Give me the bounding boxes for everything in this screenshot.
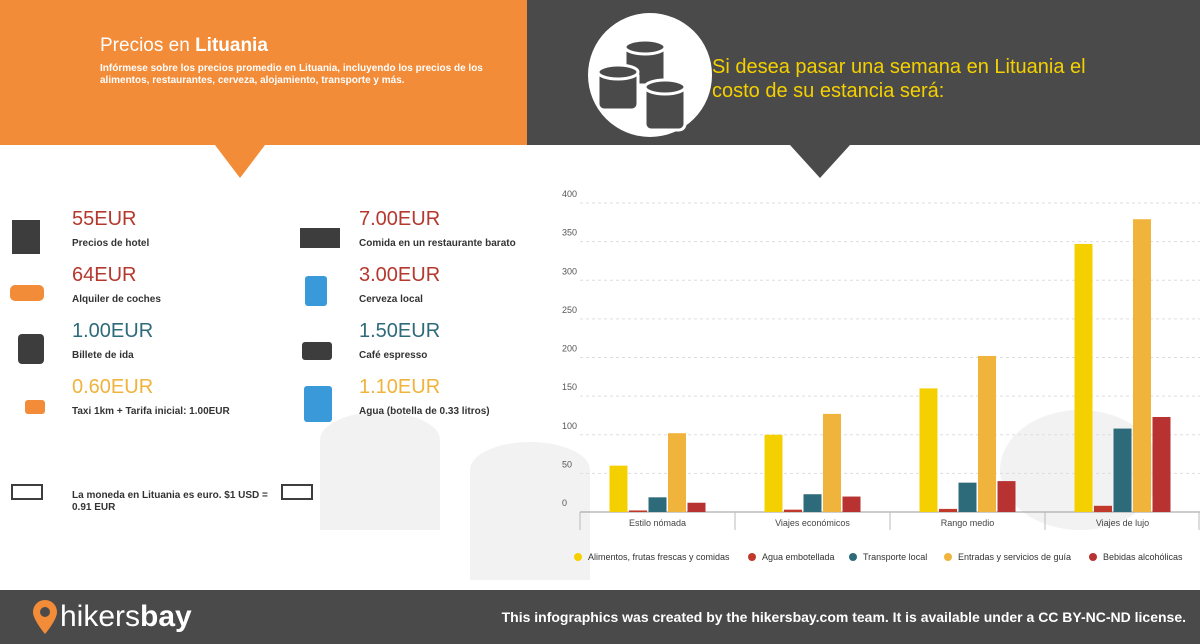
bar xyxy=(842,496,861,512)
icons xyxy=(10,220,340,500)
bar xyxy=(919,388,938,512)
money-icon xyxy=(281,484,313,500)
price-label: Alquiler de coches xyxy=(72,294,161,305)
y-tick-label: 50 xyxy=(562,459,572,469)
bar xyxy=(803,494,822,512)
y-tick-label: 150 xyxy=(562,382,577,392)
hotel-icon xyxy=(12,220,40,254)
price-value: 0.60EUR xyxy=(72,376,154,398)
header-arrow xyxy=(790,145,850,178)
water-icon xyxy=(304,386,332,422)
y-tick-label: 250 xyxy=(562,305,577,315)
legend-marker xyxy=(574,553,582,561)
legend-label: Agua embotellada xyxy=(762,552,835,562)
legend-label: Transporte local xyxy=(863,552,927,562)
legend-label: Alimentos, frutas frescas y comidas xyxy=(588,552,730,562)
price-value: 1.00EUR xyxy=(72,320,154,342)
y-tick-label: 0 xyxy=(562,498,567,508)
legend-label: Entradas y servicios de guía xyxy=(958,552,1071,562)
y-tick-label: 300 xyxy=(562,266,577,276)
bar xyxy=(1113,428,1132,512)
header-left-bg xyxy=(0,0,527,145)
bar xyxy=(997,481,1016,512)
title-country: Lituania xyxy=(195,35,268,56)
logo-bold: bay xyxy=(140,600,192,633)
y-tick-label: 350 xyxy=(562,228,577,238)
license: This infographics was created by the hik… xyxy=(502,609,1186,625)
legend-marker xyxy=(1089,553,1097,561)
bar xyxy=(1152,416,1171,512)
price-value: 7.00EUR xyxy=(359,208,441,230)
x-tick-label: Viajes económicos xyxy=(775,518,850,528)
bar xyxy=(764,434,783,512)
description: Infórmese sobre los precios promedio en … xyxy=(100,63,483,86)
bar xyxy=(1133,219,1151,512)
y-tick-label: 200 xyxy=(562,344,577,354)
bar xyxy=(668,433,686,512)
money-icon xyxy=(11,484,43,500)
bar xyxy=(648,497,667,512)
bar xyxy=(629,510,647,512)
logo-text: hikersbay xyxy=(60,600,192,633)
bus-icon xyxy=(18,334,44,364)
bar xyxy=(1074,243,1093,512)
legend-label: Bebidas alcohólicas xyxy=(1103,552,1183,562)
footer-bg xyxy=(0,590,1200,644)
price-value: 3.00EUR xyxy=(359,264,441,286)
header-arrow xyxy=(215,145,265,178)
logo-light: hikers xyxy=(60,600,140,633)
coffee-icon xyxy=(302,342,332,360)
price-label: Café espresso xyxy=(359,350,428,361)
bar xyxy=(784,509,802,512)
logo-pin-hole xyxy=(40,607,50,617)
bar xyxy=(1094,505,1112,512)
restaurant-icon xyxy=(300,228,340,248)
title: Precios en Lituania xyxy=(100,35,268,57)
price-label: Precios de hotel xyxy=(72,238,150,249)
price-label: Cerveza local xyxy=(359,294,423,305)
price-value: 1.10EUR xyxy=(359,376,441,398)
car-icon xyxy=(10,285,44,301)
legend-marker xyxy=(748,553,756,561)
y-tick-label: 400 xyxy=(562,189,577,199)
price-value: 1.50EUR xyxy=(359,320,441,342)
bar xyxy=(939,508,957,512)
bar xyxy=(687,502,706,512)
x-tick-label: Rango medio xyxy=(941,518,995,528)
bar xyxy=(978,355,996,512)
price-label: Taxi 1km + Tarifa inicial: 1.00EUR xyxy=(72,406,230,417)
legend-marker xyxy=(849,553,857,561)
taxi-icon xyxy=(25,400,45,414)
price-value: 64EUR xyxy=(72,264,137,286)
price-label: Billete de ida xyxy=(72,350,134,361)
legend-marker xyxy=(944,553,952,561)
bar xyxy=(609,465,628,512)
currency-note: La moneda en Lituania es euro. $1 USD = … xyxy=(72,490,268,513)
headline: Si desea pasar una semana en Lituania el… xyxy=(712,56,1086,102)
beer-icon xyxy=(305,276,327,306)
coins-icon xyxy=(588,13,712,137)
price-label: Comida en un restaurante barato xyxy=(359,238,516,249)
title-prefix: Precios en xyxy=(100,35,190,56)
bar xyxy=(958,482,977,512)
price-label: Agua (botella de 0.33 litros) xyxy=(359,406,490,417)
x-tick-label: Viajes de lujo xyxy=(1096,518,1149,528)
bar xyxy=(823,413,841,512)
y-tick-label: 100 xyxy=(562,421,577,431)
x-tick-label: Estilo nómada xyxy=(629,518,686,528)
price-value: 55EUR xyxy=(72,208,137,230)
